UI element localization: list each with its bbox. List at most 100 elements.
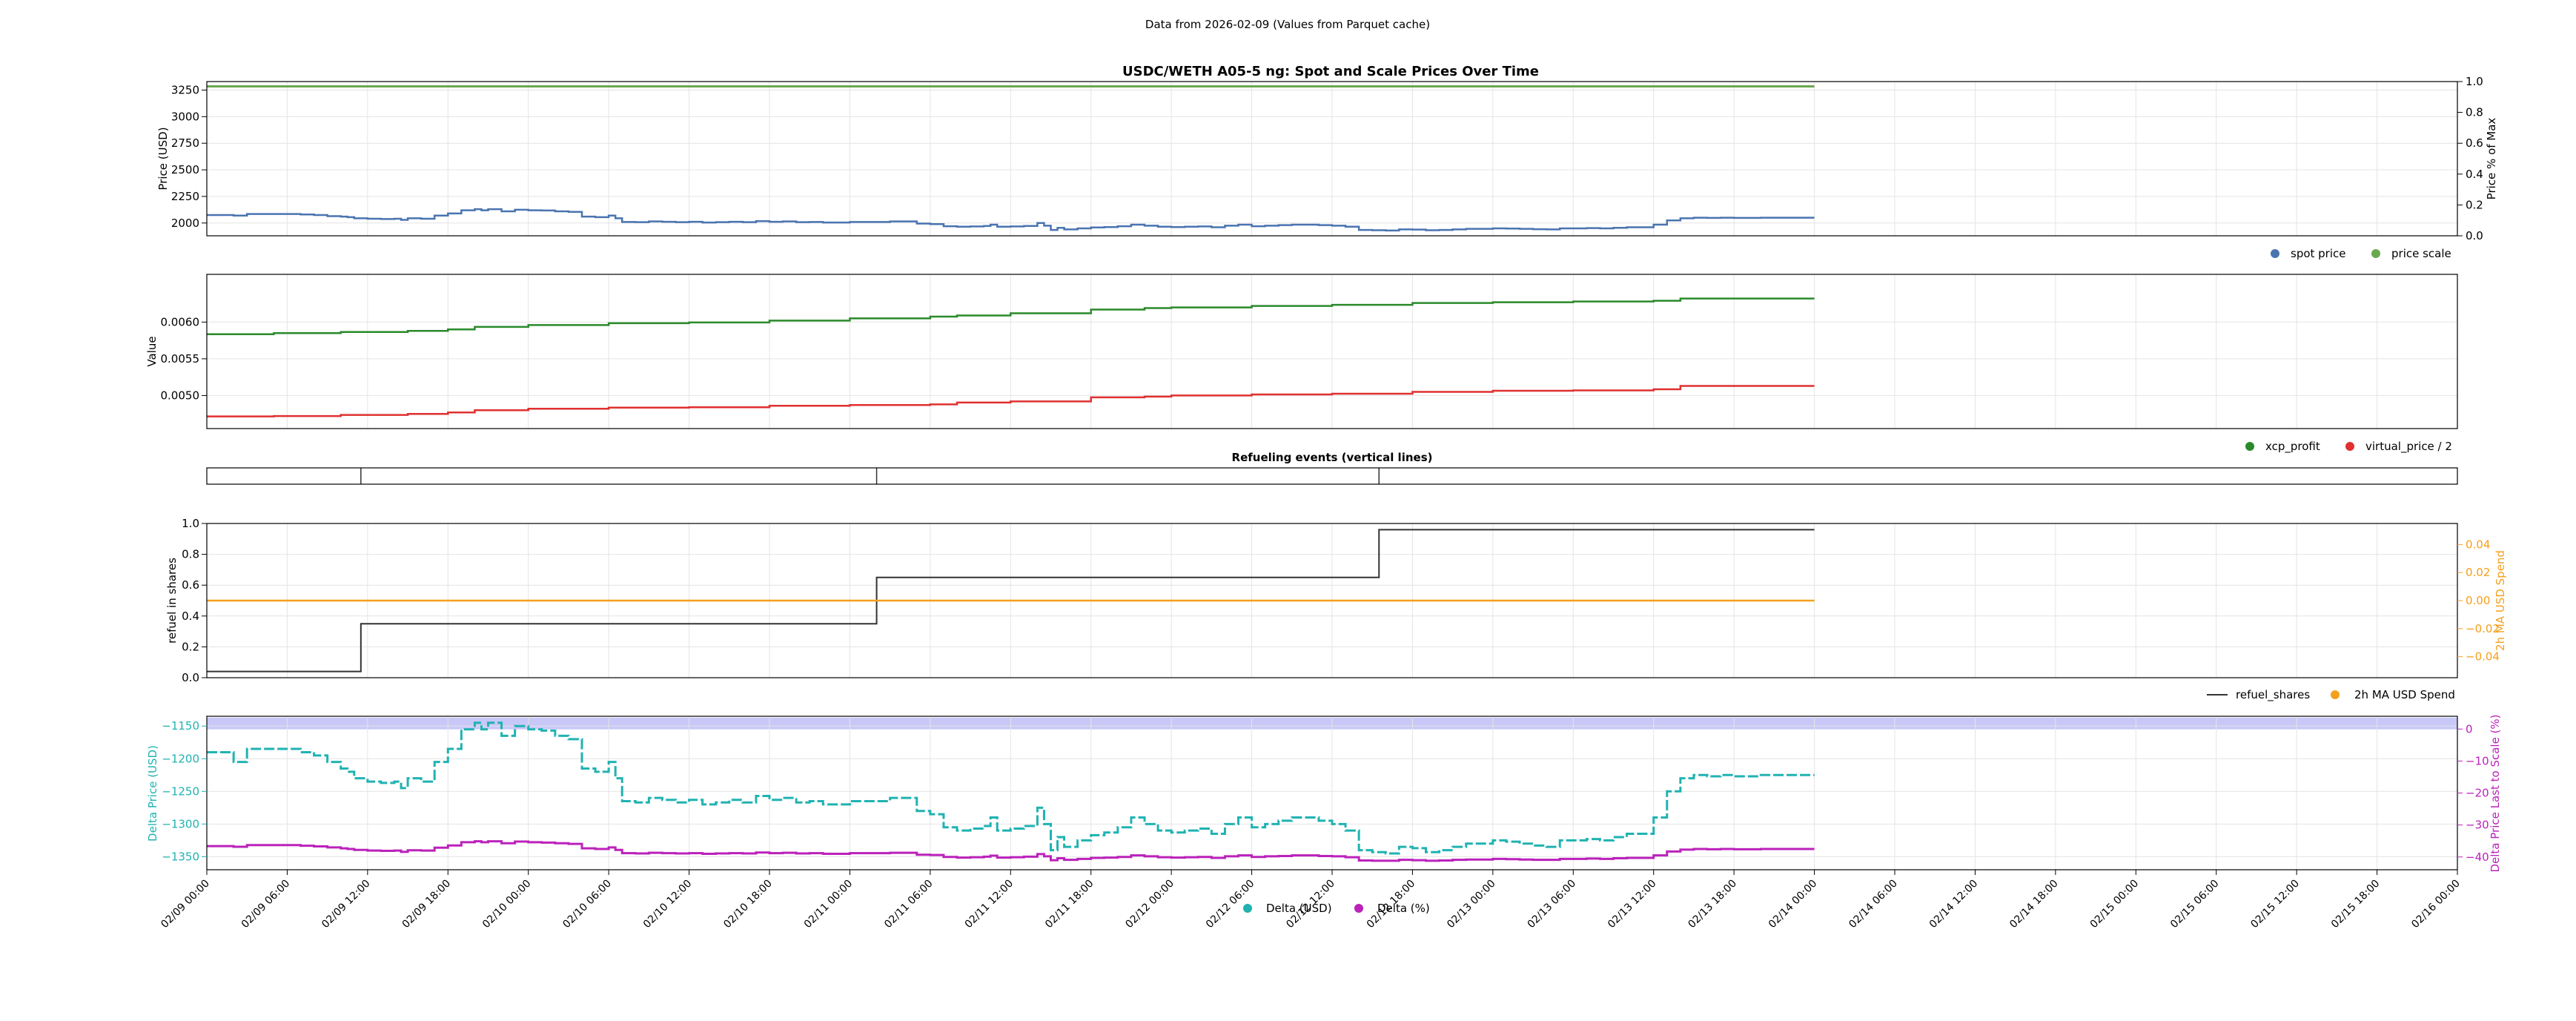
x-tick-label-3: 02/09 18:00 <box>400 878 454 931</box>
refuel-yr-tick-label-1: −0.02 <box>2466 622 2500 635</box>
prices-grid <box>206 82 2458 236</box>
prices-yr-tick-label-3: 0.6 <box>2466 136 2483 150</box>
x-tick-label-22: 02/14 12:00 <box>1927 878 1981 931</box>
legend-label-delta-pct: Delta (%) <box>1377 902 1430 915</box>
x-tick-label-21: 02/14 06:00 <box>1847 878 1900 931</box>
x-tick-label-9: 02/11 06:00 <box>882 878 936 931</box>
prices-ylabel: Price (USD) <box>156 127 170 190</box>
refuel-ylabel-right: 2h MA USD Spend <box>2494 550 2507 651</box>
x-tick-label-18: 02/13 12:00 <box>1606 878 1659 931</box>
series-line-delta-usd <box>207 721 1815 855</box>
prices-yr-tick-label-4: 0.8 <box>2466 106 2483 119</box>
x-tick-label-12: 02/12 00:00 <box>1123 878 1176 931</box>
delta-y-tick-label-0: −1350 <box>162 850 199 863</box>
series-line-spot-price <box>207 208 1815 232</box>
prices-y-tick-label-3: 2750 <box>171 136 199 150</box>
prices-panel: USDC/WETH A05-5 ng: Spot and Scale Price… <box>156 64 2498 260</box>
prices-yr-tick-label-1: 0.2 <box>2466 198 2483 211</box>
delta-yr-tick-label-3: −10 <box>2466 754 2489 767</box>
figure-header: Data from 2026-02-09 (Values from Parque… <box>1145 18 1430 31</box>
prices-yr-tick-label-2: 0.4 <box>2466 168 2483 181</box>
delta-yr-tick-label-1: −30 <box>2466 819 2489 832</box>
delta-ylabel: Delta Price (USD) <box>146 745 159 842</box>
refuel-yr-tick-label-0: −0.04 <box>2466 650 2500 664</box>
legend-label-spot-price: spot price <box>2291 247 2346 260</box>
refuel-yr-tick-label-4: 0.04 <box>2466 538 2490 551</box>
prices-yr-tick-label-0: 0.0 <box>2466 229 2483 242</box>
values-ylabel: Value <box>145 336 159 366</box>
legend-marker-ma-spend <box>2331 690 2340 699</box>
prices-y-tick-label-4: 3000 <box>171 110 199 123</box>
legend-marker-xcp-profit <box>2245 442 2254 451</box>
refuel-events-title: Refueling events (vertical lines) <box>1232 451 1433 464</box>
x-tick-label-19: 02/13 18:00 <box>1686 878 1739 931</box>
delta-series <box>207 721 1815 862</box>
prices-y-ticks: 2000 2250 2500 2750 3000 3250 <box>171 83 207 230</box>
x-tick-label-28: 02/16 00:00 <box>2409 878 2463 931</box>
legend-label-refuel-shares: refuel_shares <box>2236 688 2310 702</box>
legend-marker-virtual-price <box>2345 442 2354 451</box>
series-line-virtual-price <box>207 385 1815 417</box>
values-panel: 0.0050 0.0055 0.0060 Value xcp_profit virt… <box>145 274 2458 454</box>
values-y-tick-label-2: 0.0060 <box>161 315 200 328</box>
legend-marker-price-scale <box>2371 249 2380 258</box>
refuel-y-ticks-right: −0.04 −0.02 0.00 0.02 0.04 <box>2457 538 2500 664</box>
x-tick-label-10: 02/11 12:00 <box>963 878 1016 931</box>
refuel-y-tick-label-4: 0.8 <box>182 548 199 561</box>
prices-y-tick-label-2: 2500 <box>171 163 199 176</box>
prices-y-tick-label-5: 3250 <box>171 83 199 96</box>
refuel-y-tick-label-2: 0.4 <box>182 609 199 623</box>
prices-ylabel-right: Price % of Max <box>2485 118 2498 200</box>
values-series <box>207 297 1815 417</box>
refuel-y-tick-label-0: 0.0 <box>182 671 199 684</box>
values-y-tick-label-1: 0.0055 <box>161 352 200 366</box>
refuel-yr-tick-label-2: 0.00 <box>2466 594 2490 607</box>
x-ticks: 02/09 00:00 02/09 06:00 02/09 12:00 02/09 1… <box>159 870 2463 931</box>
prices-y-tick-label-0: 2000 <box>171 217 199 230</box>
prices-legend: spot price price scale <box>2271 247 2451 260</box>
refuel-y-tick-label-1: 0.2 <box>182 640 199 653</box>
x-tick-label-20: 02/14 00:00 <box>1767 878 1820 931</box>
x-tick-label-26: 02/15 12:00 <box>2248 878 2302 931</box>
x-tick-label-7: 02/10 18:00 <box>721 878 775 931</box>
prices-yr-tick-label-5: 1.0 <box>2466 75 2483 88</box>
refuel-yr-tick-label-3: 0.02 <box>2466 566 2490 579</box>
series-line-delta-pct <box>207 840 1815 862</box>
delta-legend: Delta (USD) Delta (%) <box>1243 902 1430 915</box>
refuel-y-tick-label-5: 1.0 <box>182 517 199 530</box>
prices-y-tick-label-1: 2250 <box>171 190 199 203</box>
legend-marker-delta-pct <box>1354 904 1363 913</box>
prices-series <box>207 85 1815 232</box>
x-tick-label-16: 02/13 00:00 <box>1445 878 1498 931</box>
x-tick-label-6: 02/10 12:00 <box>641 878 695 931</box>
refuel-ylabel: refuel in shares <box>165 558 179 644</box>
legend-label-ma-spend: 2h MA USD Spend <box>2354 688 2455 701</box>
legend-marker-delta-usd <box>1243 904 1252 913</box>
x-tick-label-23: 02/14 18:00 <box>2007 878 2061 931</box>
x-tick-label-24: 02/15 00:00 <box>2088 878 2142 931</box>
delta-panel: −1350−1300−1250−1200−1150 −40−30−20−100 … <box>146 714 2502 931</box>
delta-ylabel-right: Delta Price Last to Scale (%) <box>2489 714 2502 872</box>
x-tick-label-2: 02/09 12:00 <box>319 878 373 931</box>
x-tick-label-8: 02/11 00:00 <box>802 878 855 931</box>
refuel-y-ticks: 0.0 0.2 0.4 0.6 0.8 1.0 <box>182 517 207 684</box>
x-tick-label-5: 02/10 06:00 <box>560 878 614 931</box>
delta-yr-tick-label-4: 0 <box>2466 722 2473 736</box>
x-tick-label-0: 02/09 00:00 <box>159 878 212 931</box>
x-tick-label-25: 02/15 06:00 <box>2168 878 2222 931</box>
values-grid <box>206 274 2458 429</box>
x-tick-label-4: 02/10 00:00 <box>480 878 534 931</box>
refuel-events-panel: Refueling events (vertical lines) <box>206 451 2458 485</box>
x-tick-label-17: 02/13 06:00 <box>1526 878 1579 931</box>
values-frame <box>206 274 2458 429</box>
series-line-xcp-profit <box>207 297 1815 335</box>
legend-label-virtual-price: virtual_price / 2 <box>2365 440 2452 454</box>
prices-title: USDC/WETH A05-5 ng: Spot and Scale Price… <box>1122 64 1539 79</box>
prices-y-ticks-right: 0.0 0.2 0.4 0.6 0.8 1.0 <box>2457 75 2483 242</box>
delta-y-tick-label-1: −1300 <box>162 817 199 830</box>
x-tick-label-1: 02/09 06:00 <box>239 878 293 931</box>
delta-yr-tick-label-0: −40 <box>2466 850 2489 864</box>
legend-marker-spot-price <box>2271 249 2279 258</box>
delta-y-tick-label-3: −1200 <box>162 752 199 765</box>
refuel-y-tick-label-3: 0.6 <box>182 578 199 592</box>
